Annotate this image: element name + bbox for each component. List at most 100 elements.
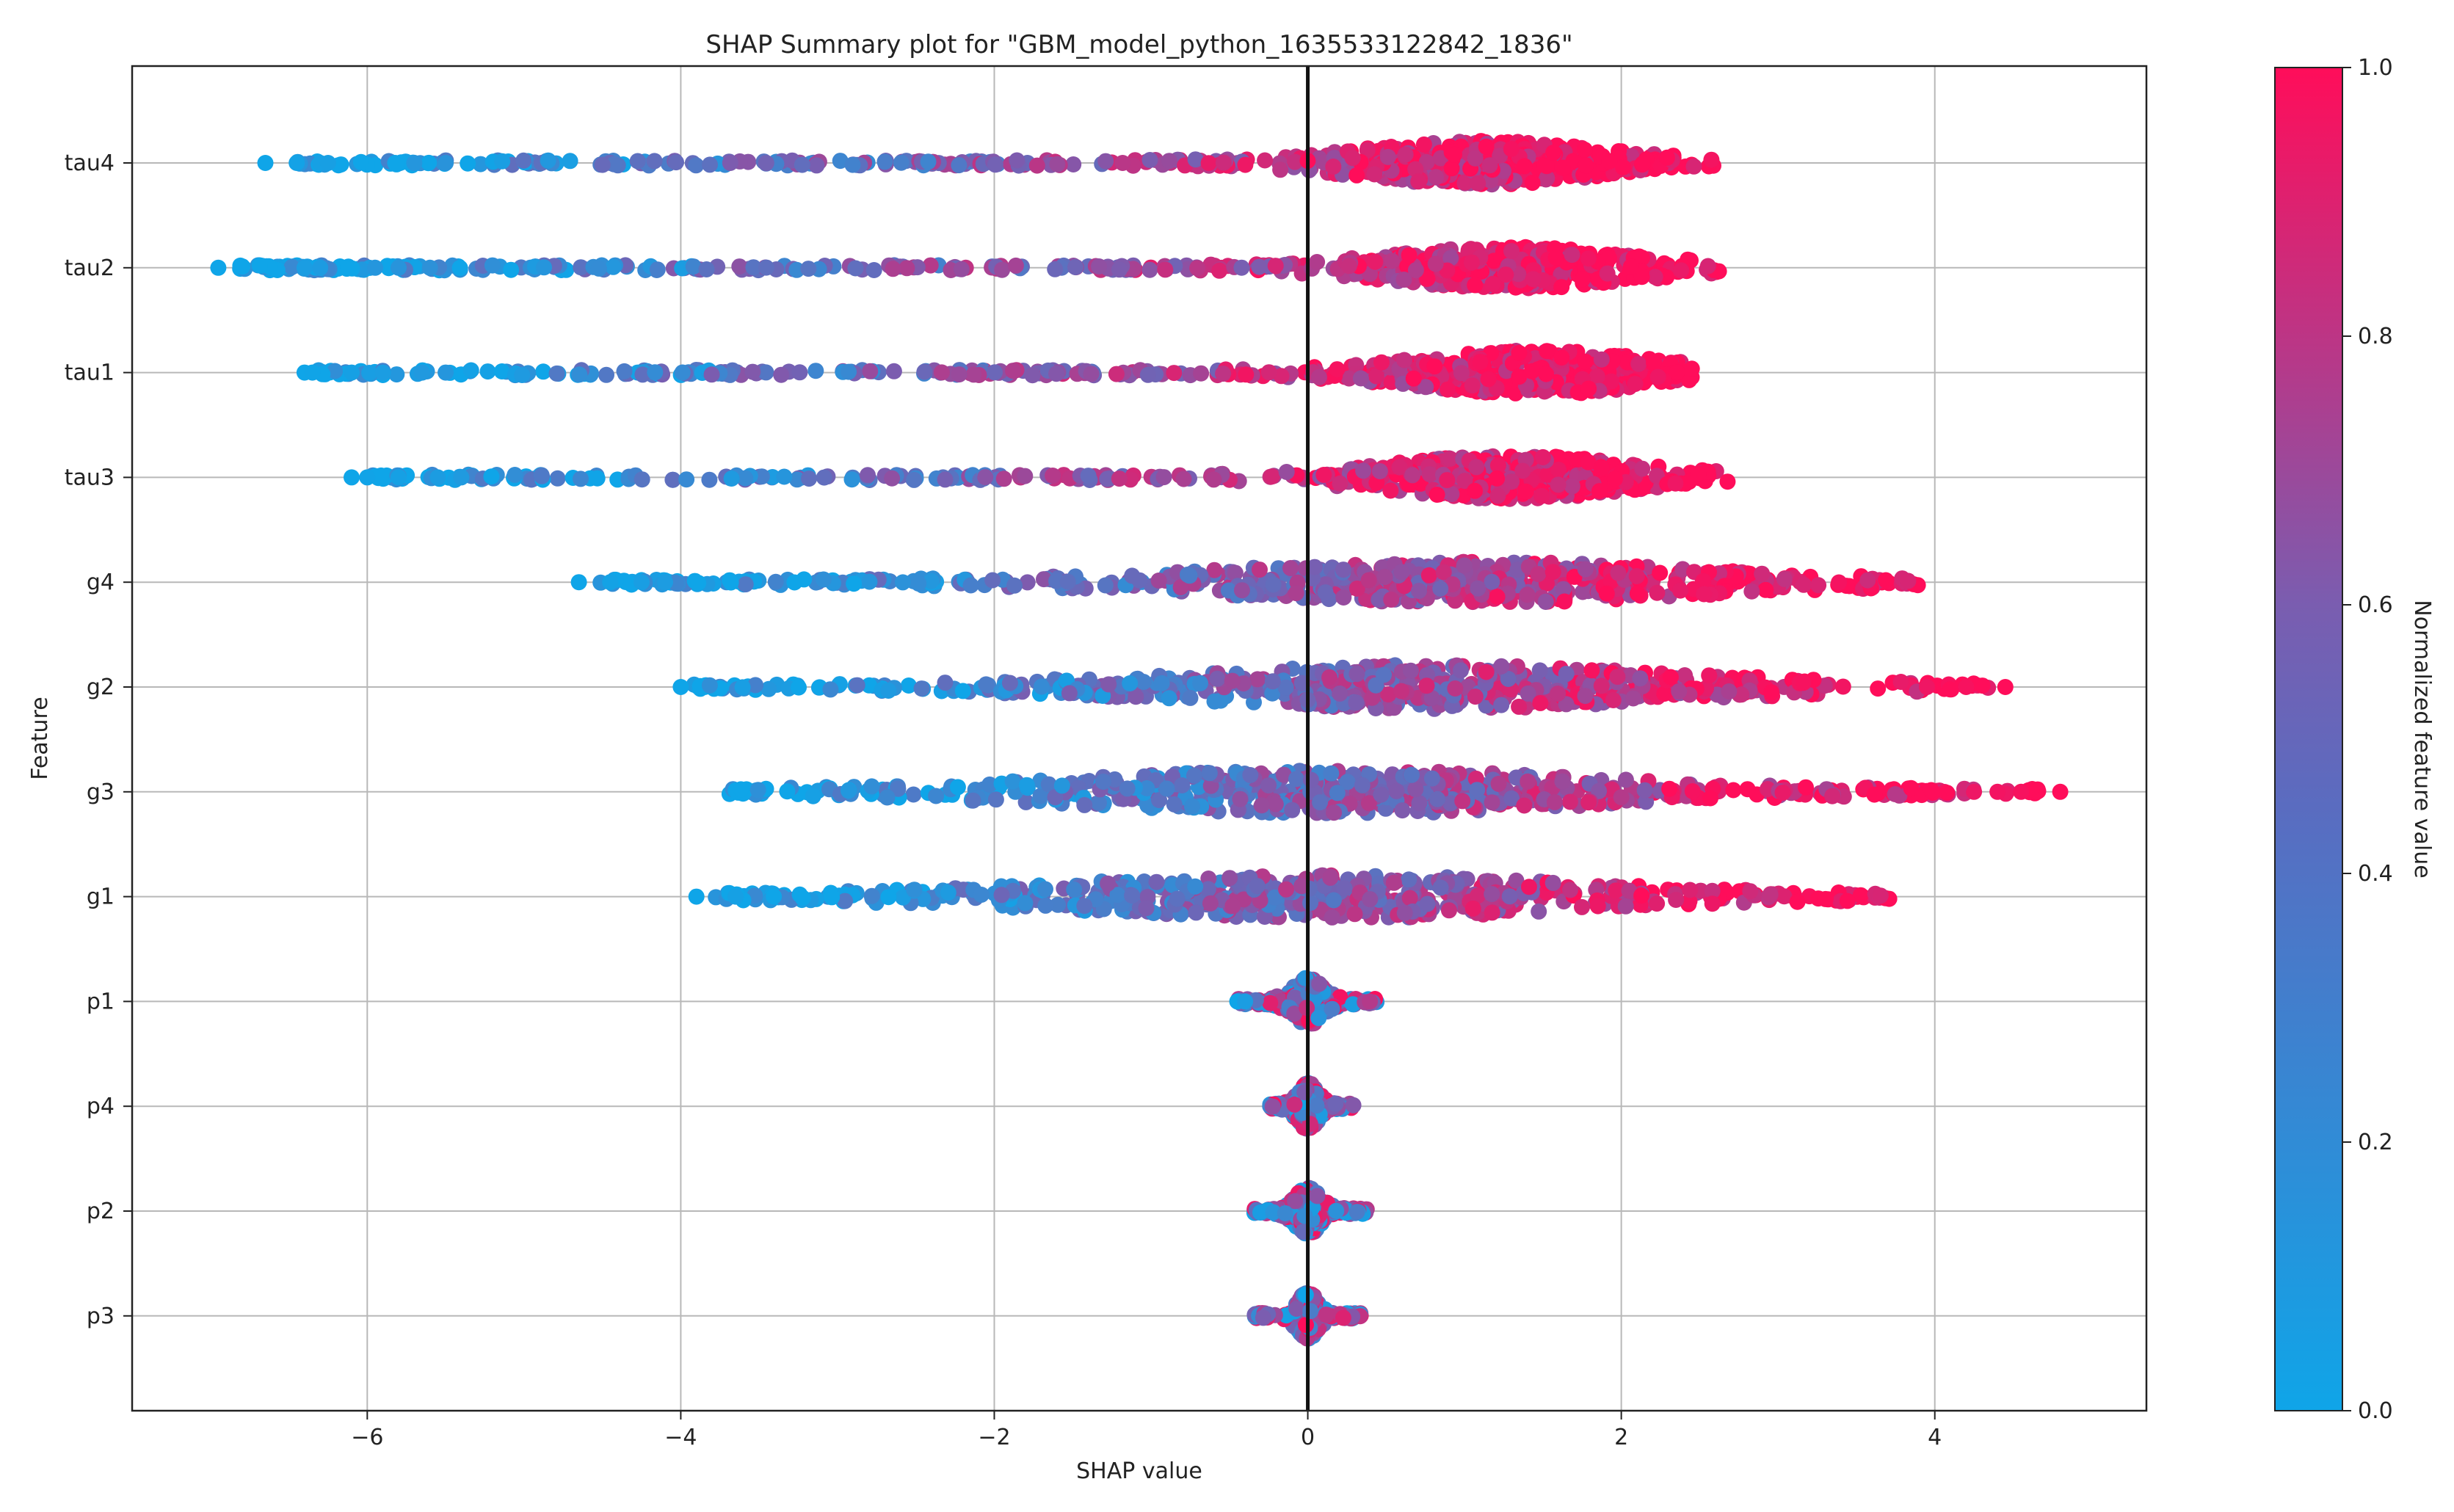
shap-point (1406, 371, 1422, 387)
shap-point (864, 888, 880, 904)
shap-point (1824, 788, 1840, 804)
shap-point (1002, 675, 1018, 691)
shap-point (1224, 673, 1241, 689)
shap-point (1202, 765, 1218, 781)
shap-point (1635, 156, 1651, 172)
shap-point (688, 157, 704, 173)
shap-point (1923, 782, 1939, 799)
shap-point (822, 681, 838, 697)
shap-point (1097, 578, 1114, 594)
beeswarm-tau1 (297, 343, 1700, 401)
shap-point (483, 468, 499, 484)
shap-point (880, 889, 896, 905)
shap-point (984, 573, 1001, 589)
shap-point (1354, 777, 1371, 793)
shap-point (1019, 777, 1035, 793)
shap-point (1550, 476, 1567, 493)
shap-point (1049, 156, 1065, 172)
shap-point (2052, 784, 2069, 800)
shap-point (1249, 671, 1266, 687)
shap-point (963, 578, 979, 594)
shap-point (1703, 152, 1719, 168)
shap-point (1061, 685, 1078, 701)
shap-point (367, 260, 383, 276)
shap-point (844, 471, 860, 487)
shap-point (312, 260, 328, 276)
shap-point (702, 677, 718, 694)
shap-point (876, 153, 893, 170)
shap-point (1558, 666, 1575, 682)
shap-point (1493, 658, 1509, 675)
shap-point (1111, 261, 1128, 277)
shap-point (1180, 567, 1196, 583)
shap-point (1594, 459, 1610, 476)
shap-point (1383, 592, 1399, 608)
shap-point (1034, 679, 1050, 695)
shap-point (1562, 882, 1578, 898)
shap-point (977, 469, 993, 485)
shap-point (1535, 449, 1551, 465)
shap-point (1446, 147, 1462, 163)
shap-point (1108, 366, 1125, 382)
shap-point (503, 262, 519, 278)
shap-point (1646, 355, 1662, 371)
shap-point (849, 677, 865, 694)
shap-point (895, 574, 911, 590)
shap-point (1669, 364, 1685, 380)
shap-point (480, 363, 496, 379)
shap-point (1525, 175, 1541, 191)
shap-point (1140, 367, 1156, 383)
shap-point (1251, 259, 1267, 275)
shap-point (801, 470, 817, 487)
shap-point (795, 890, 811, 906)
shap-point (1376, 667, 1392, 683)
shap-point (1484, 574, 1500, 590)
shap-point (589, 470, 606, 487)
shap-point (1893, 674, 1909, 690)
shap-point (1048, 366, 1064, 382)
shap-point (1323, 766, 1339, 782)
shap-point (899, 260, 915, 276)
shap-point (1700, 258, 1716, 275)
shap-point (1493, 697, 1509, 713)
shap-point (1548, 250, 1564, 266)
shap-point (1174, 777, 1190, 793)
shap-point (591, 261, 607, 277)
shap-point (1266, 577, 1282, 593)
shap-point (1045, 468, 1061, 484)
shap-point (1524, 363, 1540, 379)
shap-point (460, 156, 476, 172)
shap-point (1237, 157, 1253, 173)
shap-point (1652, 565, 1668, 581)
shap-point (1550, 686, 1566, 702)
shap-point (1580, 794, 1597, 810)
shap-point (735, 679, 751, 695)
beeswarm-tau2 (210, 239, 1727, 297)
shap-point (1254, 797, 1270, 813)
shap-point (1594, 352, 1610, 368)
shap-point (320, 155, 336, 171)
shap-point (1478, 139, 1495, 155)
shap-point (650, 261, 666, 277)
shap-point (1100, 676, 1117, 692)
shap-point (1161, 153, 1177, 169)
shap-point (1591, 483, 1608, 499)
shap-point (1610, 565, 1626, 581)
shap-point (288, 155, 305, 171)
shap-point (1701, 667, 1717, 683)
shap-point (1382, 483, 1398, 499)
shap-point (1939, 785, 1955, 801)
shap-point (484, 258, 501, 274)
shap-point (1141, 262, 1158, 278)
shap-point (1424, 771, 1440, 787)
shap-point (1407, 781, 1423, 797)
shap-point (1673, 262, 1689, 278)
shap-point (1489, 589, 1506, 605)
shap-point (1242, 767, 1258, 783)
shap-point (1329, 361, 1346, 377)
shap-point (507, 467, 523, 483)
shap-point (766, 889, 782, 905)
shap-point (862, 363, 878, 379)
shap-point (1757, 582, 1774, 598)
shap-point (549, 366, 565, 382)
